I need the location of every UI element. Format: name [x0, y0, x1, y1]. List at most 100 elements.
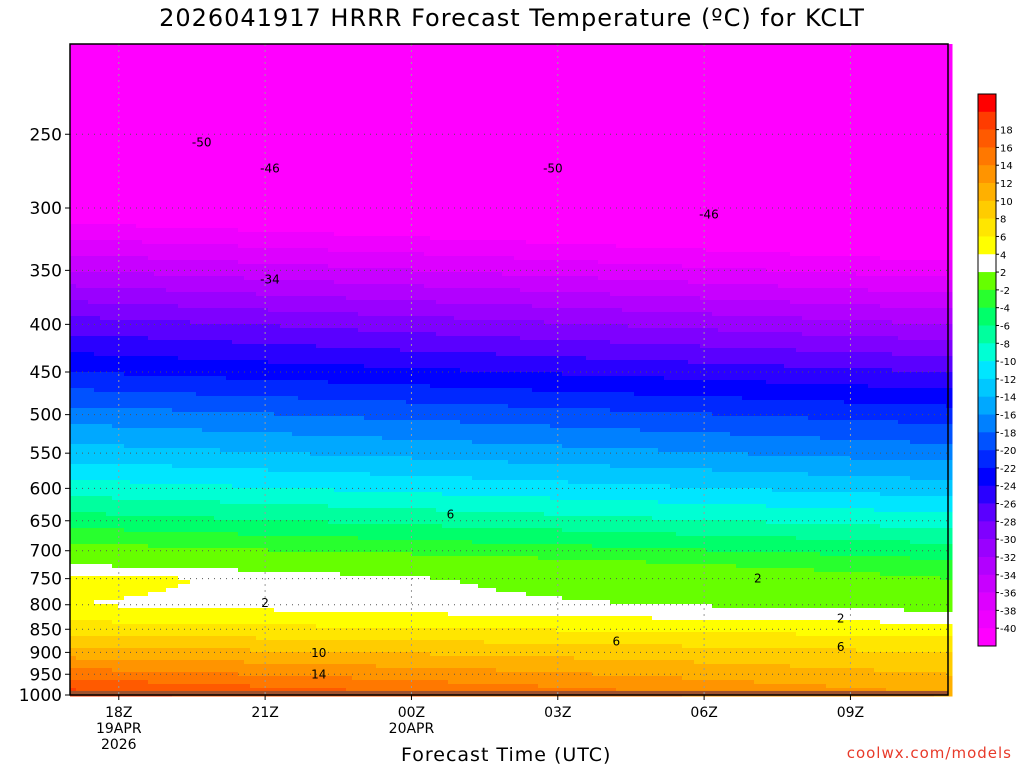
colorbar-label: -38 — [1000, 606, 1016, 617]
contour-label: 6 — [612, 634, 620, 648]
colorbar-label: 10 — [1000, 197, 1013, 208]
y-tick-label: 850 — [30, 620, 62, 640]
colorbar-swatch — [978, 610, 996, 629]
x-tick-label: 21Z — [251, 705, 278, 721]
colorbar-swatch — [978, 94, 996, 113]
contour-label: 10 — [311, 646, 326, 660]
x-tick-label: 2026 — [101, 737, 137, 753]
contour-label: 2 — [261, 596, 269, 610]
credit-link[interactable]: coolwx.com/models — [847, 744, 1012, 762]
colorbar-swatch — [978, 396, 996, 415]
colorbar-swatch — [978, 165, 996, 184]
x-axis-label: Forecast Time (UTC) — [401, 744, 611, 766]
colorbar-swatch — [978, 574, 996, 593]
y-tick-label: 900 — [30, 643, 62, 663]
colorbar-swatch — [978, 289, 996, 308]
colorbar-swatch — [978, 467, 996, 487]
colorbar-label: -32 — [1000, 553, 1016, 564]
colorbar-swatch — [978, 556, 996, 576]
y-tick-label: 400 — [30, 315, 62, 335]
colorbar-swatch — [978, 272, 996, 291]
y-tick-label: 700 — [30, 542, 62, 562]
y-tick-label: 650 — [30, 512, 62, 532]
x-tick-label: 03Z — [544, 705, 571, 721]
x-tick-label: 18Z — [105, 705, 132, 721]
colorbar-swatch — [978, 111, 996, 130]
colorbar-frame — [977, 93, 997, 647]
y-tick-label: 600 — [30, 479, 62, 499]
y-tick-label: 250 — [30, 125, 62, 145]
y-tick-label: 750 — [30, 570, 62, 590]
colorbar-swatch — [978, 200, 996, 219]
contour-label: -34 — [260, 272, 280, 286]
colorbar-swatch — [978, 503, 996, 522]
colorbar-swatch — [978, 147, 996, 166]
colorbar-label: 12 — [1000, 179, 1013, 190]
colorbar-label: -10 — [1000, 357, 1016, 368]
colorbar-swatch — [978, 129, 996, 148]
colorbar-swatch — [978, 432, 996, 451]
y-tick-label: 950 — [30, 665, 62, 685]
colorbar-swatch — [978, 592, 996, 611]
colorbar-swatch — [978, 485, 996, 504]
colorbar-swatch — [978, 236, 996, 255]
contour-label: 2 — [754, 572, 762, 586]
contour-label: -46 — [699, 208, 719, 222]
colorbar-label: 14 — [1000, 161, 1013, 172]
colorbar-label: 4 — [1000, 250, 1006, 261]
y-tick-label: 350 — [30, 261, 62, 281]
colorbar-swatch — [978, 361, 996, 380]
colorbar-label: 8 — [1000, 215, 1006, 226]
colorbar-label: -2 — [1000, 286, 1010, 297]
colorbar-swatch — [978, 254, 996, 273]
colorbar-swatch — [978, 628, 996, 647]
colorbar-label: 18 — [1000, 126, 1013, 137]
colorbar-label: -26 — [1000, 500, 1016, 511]
contour-label: -50 — [192, 135, 212, 149]
contour-label: 6 — [837, 640, 845, 654]
x-tick-label: 06Z — [690, 705, 717, 721]
colorbar-swatch — [978, 307, 996, 326]
colorbar-label: -6 — [1000, 321, 1010, 332]
x-tick-label: 00Z — [398, 705, 425, 721]
colorbar-label: -14 — [1000, 393, 1016, 404]
colorbar-label: -18 — [1000, 428, 1016, 439]
colorbar-label: -36 — [1000, 589, 1016, 600]
colorbar-swatch — [978, 343, 996, 362]
x-tick-label: 19APR — [96, 721, 142, 737]
colorbar-label: -16 — [1000, 411, 1016, 422]
colorbar-label: -30 — [1000, 535, 1016, 546]
colorbar-swatch — [978, 378, 996, 398]
y-tick-label: 300 — [30, 199, 62, 219]
y-tick-label: 450 — [30, 363, 62, 383]
colorbar-swatch — [978, 521, 996, 540]
contour-label: 6 — [447, 507, 455, 521]
y-tick-label: 1000 — [19, 686, 62, 706]
ground-band — [70, 690, 948, 695]
colorbar — [977, 93, 997, 647]
colorbar-label: -34 — [1000, 571, 1016, 582]
colorbar-label: -28 — [1000, 517, 1016, 528]
x-tick-label: 09Z — [837, 705, 864, 721]
colorbar-label: -4 — [1000, 304, 1010, 315]
colorbar-swatch — [978, 539, 996, 558]
colorbar-label: -12 — [1000, 375, 1016, 386]
colorbar-swatch — [978, 414, 996, 433]
y-tick-label: 550 — [30, 444, 62, 464]
contour-label: 14 — [311, 668, 326, 682]
y-tick-label: 500 — [30, 406, 62, 426]
colorbar-label: -8 — [1000, 339, 1010, 350]
plot-frame — [69, 43, 949, 696]
colorbar-label: -22 — [1000, 464, 1016, 475]
colorbar-swatch — [978, 218, 996, 237]
colorbar-label: -40 — [1000, 624, 1016, 635]
contour-label: -50 — [543, 161, 563, 175]
colorbar-label: -24 — [1000, 482, 1016, 493]
colorbar-swatch — [978, 450, 996, 469]
temperature-field — [70, 44, 953, 697]
colorbar-swatch — [978, 183, 996, 202]
colorbar-label: 16 — [1000, 143, 1013, 154]
contour-label: -46 — [260, 161, 280, 175]
colorbar-label: 6 — [1000, 232, 1006, 243]
